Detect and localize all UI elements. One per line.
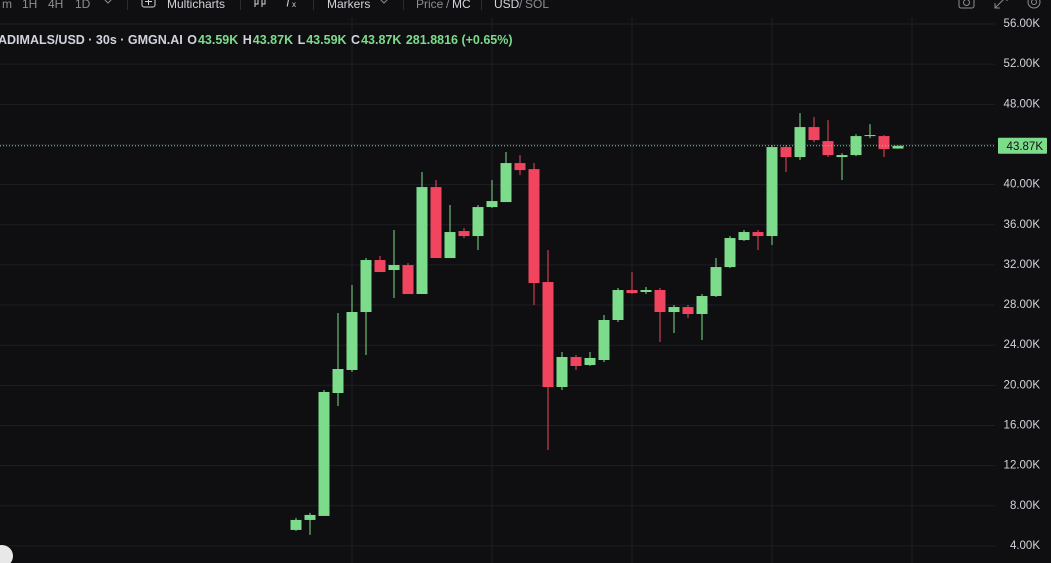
ohlc-key: C xyxy=(351,33,361,47)
candle-body xyxy=(696,296,708,315)
candle-body xyxy=(332,368,344,393)
y-tick-label: 48.00K xyxy=(1004,98,1041,110)
y-tick-label: 20.00K xyxy=(1004,379,1041,391)
y-tick-label: 24.00K xyxy=(1004,339,1041,351)
candle-body xyxy=(668,307,680,313)
candle-body xyxy=(444,232,456,259)
sol-toggle[interactable]: SOL xyxy=(525,0,550,11)
fullscreen-icon[interactable] xyxy=(993,0,1009,10)
y-tick-label: 32.00K xyxy=(1004,259,1041,271)
svg-text:x: x xyxy=(292,0,296,9)
candle-body xyxy=(402,265,414,295)
ohlc-value: 43.59K xyxy=(306,33,347,47)
candle-body xyxy=(570,357,582,366)
usd-toggle[interactable]: USD xyxy=(494,0,520,11)
candle-body xyxy=(794,127,806,158)
candle-body xyxy=(500,163,512,203)
candle-body xyxy=(318,391,330,516)
candle-body xyxy=(724,238,736,268)
candle-body xyxy=(556,357,568,387)
dropdown-icon[interactable] xyxy=(378,0,390,8)
candle-body xyxy=(528,169,540,284)
candle-body xyxy=(780,147,792,158)
settings-icon[interactable] xyxy=(1026,0,1042,10)
candle-body xyxy=(892,145,904,149)
candle-body xyxy=(542,282,554,387)
candle-body xyxy=(738,232,750,241)
candle-body xyxy=(598,320,610,360)
ohlc-key: L xyxy=(297,33,306,47)
candle-body xyxy=(766,147,778,237)
candle-body xyxy=(584,357,596,365)
interval[interactable]: 1D xyxy=(75,0,91,11)
candle-body xyxy=(360,260,372,313)
candle-body xyxy=(864,135,876,137)
y-tick-label: 4.00K xyxy=(1010,540,1040,552)
svg-text:ƒ: ƒ xyxy=(285,0,292,7)
candle-body xyxy=(612,290,624,321)
logo xyxy=(0,545,13,563)
candle-body xyxy=(388,265,400,271)
indicator-icon[interactable] xyxy=(252,0,268,9)
candle-body xyxy=(472,207,484,237)
interval[interactable]: m xyxy=(2,0,12,11)
candle-body xyxy=(486,201,498,208)
multicharts-button[interactable]: Multicharts xyxy=(167,0,226,11)
candle-body xyxy=(822,141,834,156)
change: 281.8816 (+0.65%) xyxy=(405,33,513,47)
ohlc-key: H xyxy=(242,33,252,47)
candle-body xyxy=(290,519,302,530)
mc-toggle[interactable]: MC xyxy=(452,0,471,11)
last-price-label: 43.87K xyxy=(1007,141,1044,153)
candle-body xyxy=(346,312,358,371)
candle-body xyxy=(626,290,638,294)
candle-body xyxy=(752,232,764,237)
ohlc-value: 43.87K xyxy=(361,33,402,47)
separator-text: / xyxy=(446,0,450,11)
candle-body xyxy=(710,267,722,297)
candle-body xyxy=(878,136,890,150)
candle-body xyxy=(304,514,316,520)
y-tick-label: 12.00K xyxy=(1004,460,1041,472)
candle-body xyxy=(514,163,526,171)
add-icon[interactable] xyxy=(141,0,157,9)
y-tick-label: 40.00K xyxy=(1004,179,1041,191)
separator-text: / xyxy=(519,0,523,11)
symbol: ADIMALS/USD · 30s · GMGN.AI xyxy=(0,33,183,47)
y-tick-label: 36.00K xyxy=(1004,219,1041,231)
screenshot-icon[interactable] xyxy=(958,0,976,10)
candle-body xyxy=(374,260,386,273)
legend: ADIMALS/USD · 30s · GMGN.AI O43.59K H43.… xyxy=(0,33,514,47)
candle-body xyxy=(416,187,428,295)
ohlc-value: 43.87K xyxy=(252,33,294,47)
dropdown-icon[interactable] xyxy=(102,0,114,8)
interval[interactable]: 1H xyxy=(22,0,38,11)
ohlc-key: O xyxy=(187,33,197,47)
y-tick-label: 52.00K xyxy=(1004,58,1041,70)
y-tick-label: 56.00K xyxy=(1004,18,1041,30)
candle-body xyxy=(458,231,470,237)
interval[interactable]: 4H xyxy=(48,0,64,11)
y-tick-label: 28.00K xyxy=(1004,299,1041,311)
candle-body xyxy=(654,290,666,313)
y-tick-label: 8.00K xyxy=(1010,500,1040,512)
candle-body xyxy=(640,290,652,293)
y-tick-label: 16.00K xyxy=(1004,420,1041,432)
candle-body xyxy=(808,127,820,141)
candle-body xyxy=(682,307,694,315)
markers-button[interactable]: Markers xyxy=(327,0,371,11)
ohlc-value: 43.59K xyxy=(197,33,239,47)
price-toggle[interactable]: Price xyxy=(416,0,444,11)
candle-body xyxy=(836,155,848,158)
last-price-box xyxy=(998,137,1047,154)
candle-body xyxy=(430,187,442,259)
